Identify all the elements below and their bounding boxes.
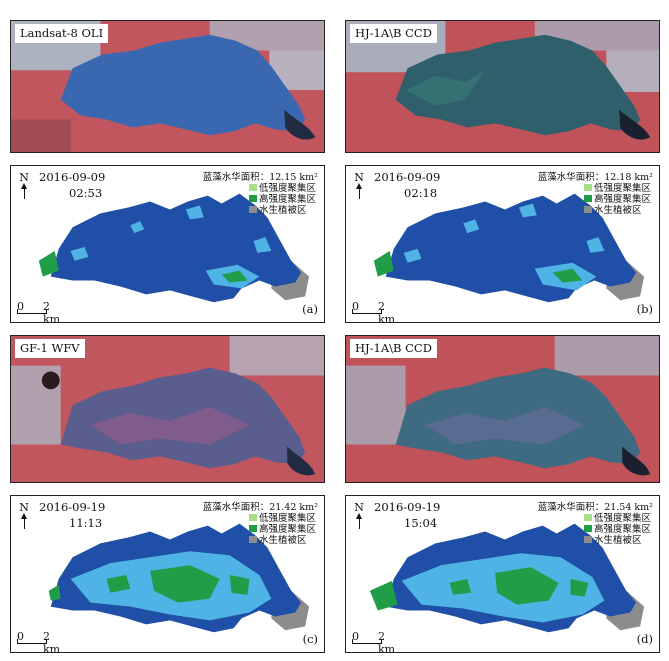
legend-item-low: 低强度聚集区 <box>583 513 651 524</box>
legend: 低强度聚集区 高强度聚集区 水生植被区 <box>248 513 316 546</box>
legend-item-low: 低强度聚集区 <box>583 183 651 194</box>
scale-zero-label: 0 <box>352 300 359 313</box>
scale-zero-label: 0 <box>17 300 24 313</box>
legend-item-high: 高强度聚集区 <box>248 194 316 205</box>
bloom-map-shape-a <box>38 193 310 303</box>
legend-item-veg: 水生植被区 <box>248 535 316 546</box>
legend-item-low: 低强度聚集区 <box>248 183 316 194</box>
legend-item-low: 低强度聚集区 <box>248 513 316 524</box>
north-arrow-icon: N <box>17 171 31 199</box>
sensor-label: HJ-1A\B CCD <box>350 339 437 358</box>
scale-km-label: 2 km <box>378 630 396 653</box>
north-arrow-icon: N <box>17 501 31 529</box>
scale-km-label: 2 km <box>43 630 61 653</box>
scale-km-label: 2 km <box>378 300 396 323</box>
date-label: 2016-09-09 <box>39 170 106 184</box>
bloom-area-label: 蓝藻水华面积：21.54 km² <box>537 502 653 513</box>
time-label: 02:18 <box>404 186 438 200</box>
scale-km-label: 2 km <box>43 300 61 323</box>
bloom-area-label: 蓝藻水华面积：21.42 km² <box>202 502 318 513</box>
sensor-label: HJ-1A\B CCD <box>350 24 437 43</box>
scale-bar: 0 2 km <box>17 300 60 322</box>
legend: 低强度聚集区 高强度聚集区 水生植被区 <box>248 183 316 216</box>
north-label: N <box>354 501 364 514</box>
legend: 低强度聚集区 高强度聚集区 水生植被区 <box>583 513 651 546</box>
bloom-map-a: N 2016-09-09 02:53 蓝藻水华面积：12.15 km² 低强度聚… <box>10 165 325 323</box>
legend-label: 水生植被区 <box>258 535 307 546</box>
north-label: N <box>19 171 29 184</box>
north-arrow-icon: N <box>352 171 366 199</box>
scale-bar: 0 2 km <box>352 300 395 322</box>
time-label: 11:13 <box>69 516 103 530</box>
north-label: N <box>354 171 364 184</box>
date-label: 2016-09-19 <box>374 500 441 514</box>
legend-label: 低强度聚集区 <box>258 183 316 194</box>
bloom-area-label: 蓝藻水华面积：12.15 km² <box>202 172 318 183</box>
legend-item-high: 高强度聚集区 <box>583 524 651 535</box>
sensor-label: Landsat-8 OLI <box>15 24 109 43</box>
satellite-scene-d <box>346 336 659 482</box>
north-arrow-icon: N <box>352 501 366 529</box>
legend-item-veg: 水生植被区 <box>583 535 651 546</box>
legend-item-veg: 水生植被区 <box>248 205 316 216</box>
legend-label: 高强度聚集区 <box>593 524 651 535</box>
time-label: 02:53 <box>69 186 103 200</box>
north-label: N <box>19 501 29 514</box>
bloom-map-b: N 2016-09-09 02:18 蓝藻水华面积：12.18 km² 低强度聚… <box>345 165 660 323</box>
scale-zero-label: 0 <box>352 630 359 643</box>
legend-label: 高强度聚集区 <box>593 194 651 205</box>
bloom-map-shape-c <box>48 523 310 633</box>
legend-label: 水生植被区 <box>258 205 307 216</box>
panel-letter: (d) <box>636 632 653 646</box>
date-label: 2016-09-09 <box>374 170 441 184</box>
legend-label: 高强度聚集区 <box>258 194 316 205</box>
scale-bar: 0 2 km <box>17 630 60 652</box>
scale-zero-label: 0 <box>17 630 24 643</box>
satellite-scene-c <box>11 336 324 482</box>
bloom-map-c: N 2016-09-19 11:13 蓝藻水华面积：21.42 km² 低强度聚… <box>10 495 325 653</box>
satellite-image-a: Landsat-8 OLI <box>10 20 325 153</box>
bloom-map-shape-b <box>373 193 645 303</box>
legend-label: 高强度聚集区 <box>258 524 316 535</box>
legend-label: 水生植被区 <box>593 205 642 216</box>
legend-label: 低强度聚集区 <box>258 513 316 524</box>
legend-item-high: 高强度聚集区 <box>583 194 651 205</box>
panel-letter: (b) <box>636 302 653 316</box>
legend-item-veg: 水生植被区 <box>583 205 651 216</box>
sensor-label: GF-1 WFV <box>15 339 85 358</box>
bloom-area-label: 蓝藻水华面积：12.18 km² <box>537 172 653 183</box>
satellite-image-b: HJ-1A\B CCD <box>345 20 660 153</box>
legend-label: 低强度聚集区 <box>593 183 651 194</box>
satellite-image-c: GF-1 WFV <box>10 335 325 483</box>
scale-bar: 0 2 km <box>352 630 395 652</box>
legend: 低强度聚集区 高强度聚集区 水生植被区 <box>583 183 651 216</box>
legend-label: 水生植被区 <box>593 535 642 546</box>
time-label: 15:04 <box>404 516 438 530</box>
date-label: 2016-09-19 <box>39 500 106 514</box>
legend-item-high: 高强度聚集区 <box>248 524 316 535</box>
panel-letter: (a) <box>302 302 318 316</box>
bloom-map-shape-d <box>369 523 645 633</box>
satellite-image-d: HJ-1A\B CCD <box>345 335 660 483</box>
legend-label: 低强度聚集区 <box>593 513 651 524</box>
panel-letter: (c) <box>302 632 318 646</box>
bloom-map-d: N 2016-09-19 15:04 蓝藻水华面积：21.54 km² 低强度聚… <box>345 495 660 653</box>
